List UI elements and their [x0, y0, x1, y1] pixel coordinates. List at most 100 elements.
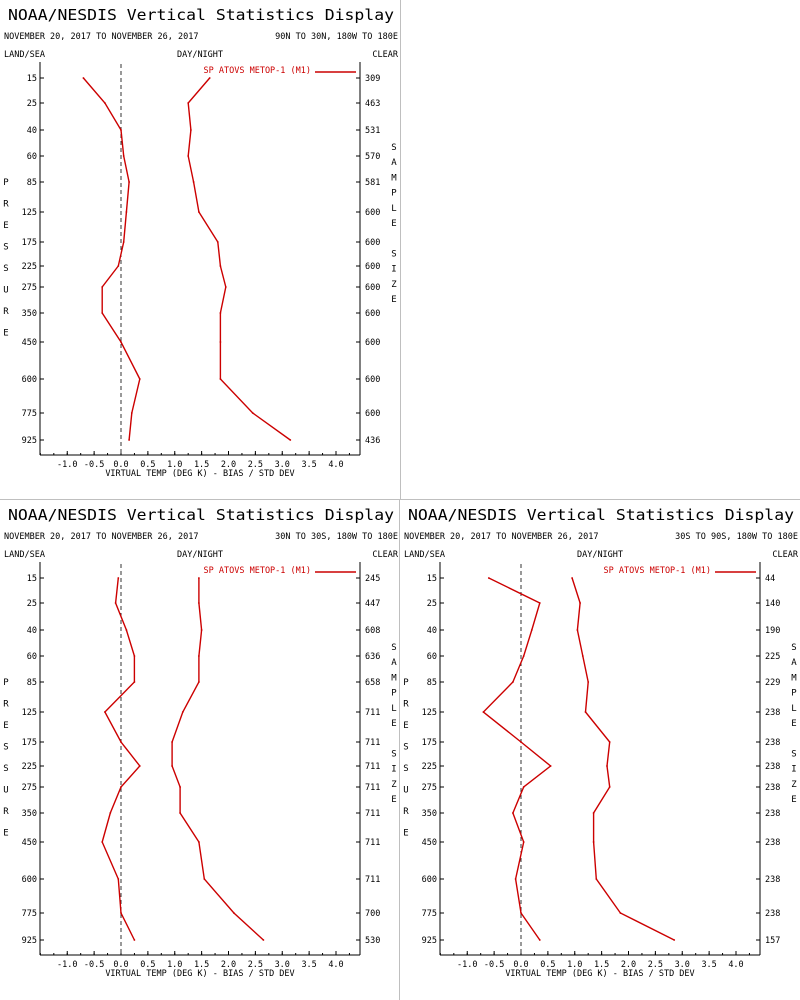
pressure-tick-label: 125 — [22, 708, 37, 718]
ylabel-letter: S — [3, 764, 8, 774]
x-tick-label: 2.0 — [221, 460, 236, 470]
sample-size-label: 600 — [365, 262, 380, 272]
ylabel-letter: E — [3, 721, 8, 731]
clear-label: CLEAR — [772, 550, 798, 560]
sample-size-label: 238 — [765, 838, 780, 848]
chart-title: NOAA/NESDIS Vertical Statistics Display — [8, 506, 394, 524]
sample-size-label: 238 — [765, 762, 780, 772]
x-tick-label: 1.5 — [194, 460, 209, 470]
data-point-stddev — [595, 878, 598, 880]
sample-size-label: 711 — [365, 708, 380, 718]
sample-size-label: 711 — [365, 875, 380, 885]
pressure-tick-label: 85 — [27, 678, 37, 688]
day-night-label: DAY/NIGHT — [177, 550, 223, 560]
pressure-tick-label: 125 — [422, 708, 437, 718]
sample-size-letter: P — [391, 189, 397, 199]
data-point-stddev — [576, 629, 579, 631]
data-point-bias — [138, 765, 141, 767]
data-point-bias — [520, 741, 522, 743]
ylabel-letter: R — [3, 200, 9, 210]
data-point-stddev — [581, 655, 584, 657]
pressure-tick-label: 775 — [22, 909, 37, 919]
data-point-stddev — [571, 577, 573, 579]
land-sea-label: LAND/SEA — [404, 550, 445, 560]
pressure-tick-label: 225 — [22, 262, 37, 272]
series-line-bias — [82, 77, 141, 441]
data-point-bias — [512, 812, 514, 814]
sample-size-label: 238 — [765, 809, 780, 819]
x-tick-label: 4.0 — [328, 460, 343, 470]
data-point-stddev — [198, 602, 200, 604]
sample-size-label: 140 — [765, 599, 780, 609]
region-label: 90N TO 30N, 180W TO 180E — [275, 32, 398, 42]
sample-size-letter: L — [391, 704, 396, 714]
data-point-stddev — [606, 765, 608, 767]
data-point-stddev — [224, 286, 227, 288]
sample-size-label: 600 — [365, 409, 380, 419]
chart-panel-2: NOAA/NESDIS Vertical Statistics Display N… — [3, 506, 399, 979]
pressure-tick-label: 450 — [22, 838, 37, 848]
sample-size-letter: E — [791, 795, 796, 805]
pressure-tick-label: 350 — [22, 309, 37, 319]
x-tick-label: 2.0 — [221, 960, 236, 970]
sample-size-letter: I — [391, 265, 396, 275]
data-point-bias — [522, 655, 525, 657]
sample-size-letter: M — [791, 673, 797, 683]
ylabel-letter: S — [3, 264, 8, 274]
data-point-bias — [522, 841, 525, 843]
x-tick-label: -0.5 — [484, 960, 504, 970]
data-point-bias — [117, 878, 120, 880]
pressure-tick-label: 175 — [422, 738, 437, 748]
x-tick-label: 3.0 — [275, 460, 290, 470]
x-tick-label: 3.0 — [675, 960, 690, 970]
sample-size-label: 600 — [365, 309, 380, 319]
data-point-bias — [128, 181, 131, 183]
sample-size-letter: A — [391, 658, 397, 668]
data-point-bias — [538, 939, 541, 941]
sample-size-letter: A — [391, 158, 397, 168]
x-tick-label: 0.5 — [540, 960, 555, 970]
x-tick-label: -1.0 — [57, 460, 77, 470]
x-tick-label: 3.5 — [701, 960, 716, 970]
data-point-bias — [122, 155, 125, 157]
data-point-bias — [104, 102, 106, 104]
date-range: NOVEMBER 20, 2017 TO NOVEMBER 26, 2017 — [4, 532, 198, 542]
data-point-stddev — [608, 786, 611, 788]
pressure-tick-label: 60 — [27, 652, 37, 662]
ylabel-letter: E — [3, 329, 8, 339]
pressure-tick-label: 125 — [22, 208, 37, 218]
x-tick-label: 4.0 — [728, 960, 743, 970]
pressure-tick-label: 25 — [427, 599, 437, 609]
pressure-tick-label: 775 — [22, 409, 37, 419]
data-point-stddev — [200, 629, 203, 631]
sample-size-letter: E — [391, 719, 396, 729]
x-tick-label: 0.5 — [140, 460, 155, 470]
ylabel-letter: R — [403, 807, 409, 817]
pressure-tick-label: 175 — [22, 738, 37, 748]
data-point-stddev — [198, 655, 200, 657]
pressure-tick-label: 925 — [22, 436, 37, 446]
x-tick-label: 3.5 — [301, 460, 316, 470]
data-point-bias — [125, 211, 128, 213]
data-point-bias — [120, 741, 122, 743]
data-point-bias — [114, 602, 117, 604]
sample-size-letter: I — [791, 765, 796, 775]
sample-size-label: 570 — [365, 152, 380, 162]
ylabel-letter: U — [3, 286, 8, 296]
data-point-bias — [82, 77, 85, 79]
ylabel-letter: P — [403, 678, 409, 688]
data-point-bias — [133, 681, 136, 683]
sample-size-label: 447 — [365, 599, 380, 609]
sample-size-letter: Z — [791, 780, 797, 790]
date-range: NOVEMBER 20, 2017 TO NOVEMBER 26, 2017 — [4, 32, 198, 42]
data-point-stddev — [190, 129, 192, 131]
data-point-stddev — [262, 939, 265, 941]
data-point-bias — [120, 786, 122, 788]
legend-label: SP ATOVS METOP-1 (M1) — [204, 66, 311, 76]
x-tick-label: 4.0 — [328, 960, 343, 970]
ylabel-letter: R — [3, 807, 9, 817]
series-line-bias — [482, 577, 552, 941]
sample-size-letter: E — [391, 795, 396, 805]
pressure-tick-label: 25 — [27, 99, 37, 109]
horizontal-divider — [0, 499, 800, 500]
